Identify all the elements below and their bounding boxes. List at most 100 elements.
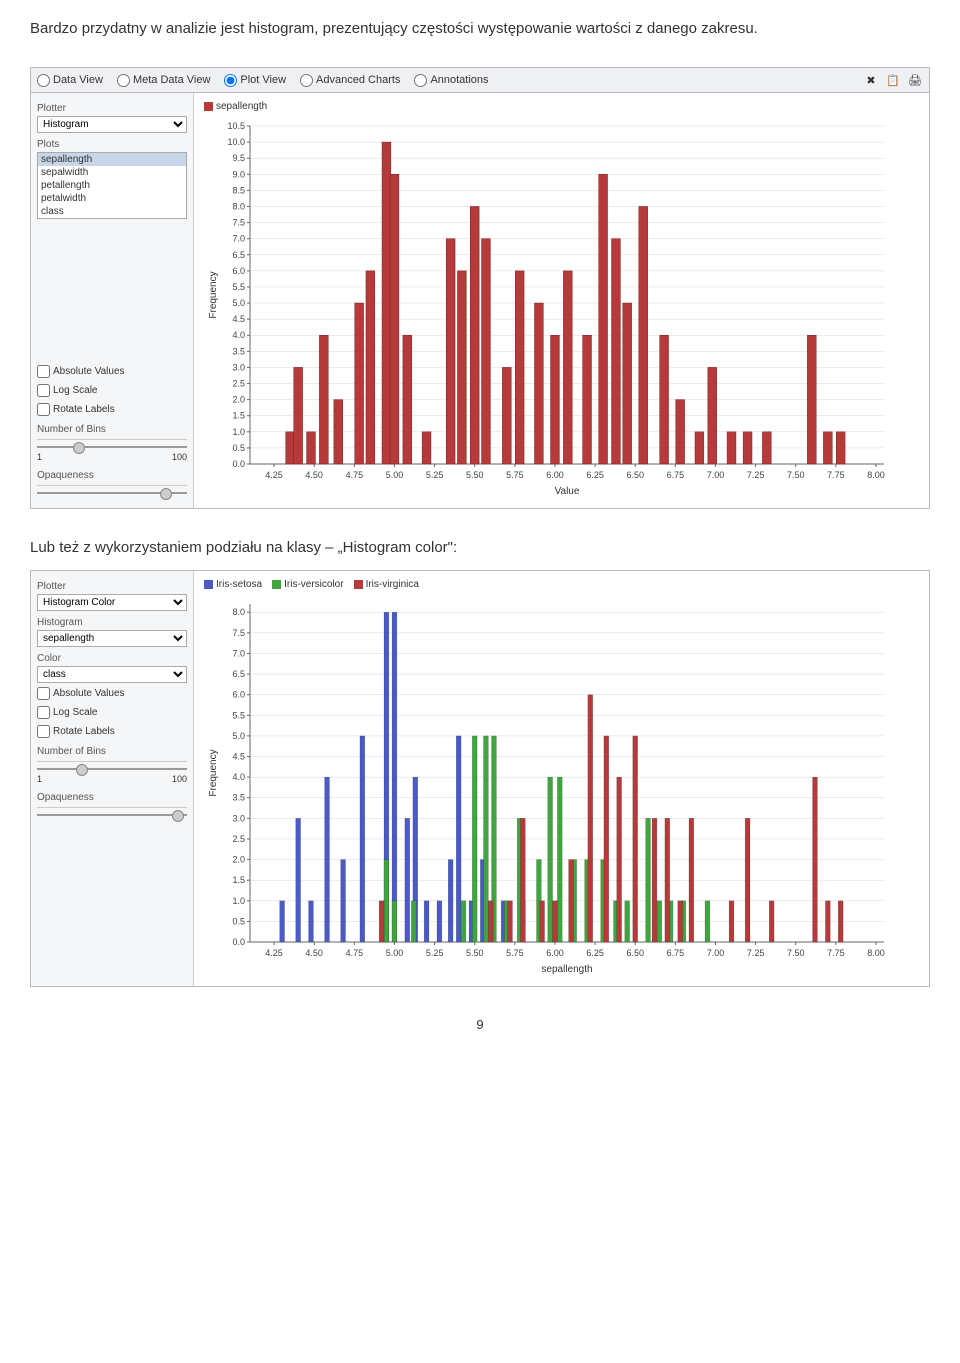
bins-slider[interactable]: 1100 — [37, 761, 187, 784]
sidebar-1: Plotter Histogram Plots sepallength sepa… — [31, 93, 194, 508]
opaqueness-label: Opaqueness — [37, 470, 187, 481]
copy-icon[interactable]: 📋 — [885, 72, 901, 88]
svg-text:6.5: 6.5 — [232, 250, 245, 260]
svg-text:6.50: 6.50 — [626, 470, 644, 480]
print-icon[interactable]: 🖨 — [907, 72, 923, 88]
svg-text:Frequency: Frequency — [208, 749, 219, 796]
svg-text:6.00: 6.00 — [546, 948, 564, 958]
svg-text:7.00: 7.00 — [707, 948, 725, 958]
intro-text: Bardzo przydatny w analizie jest histogr… — [30, 20, 930, 37]
plotter-label: Plotter — [37, 581, 187, 592]
bins-label: Number of Bins — [37, 424, 187, 435]
svg-text:2.5: 2.5 — [232, 379, 245, 389]
svg-text:Frequency: Frequency — [208, 271, 219, 318]
svg-text:6.50: 6.50 — [626, 948, 644, 958]
svg-text:3.0: 3.0 — [232, 813, 245, 823]
svg-text:4.25: 4.25 — [265, 948, 283, 958]
svg-text:5.50: 5.50 — [466, 948, 484, 958]
svg-text:5.00: 5.00 — [386, 948, 404, 958]
rotate-labels-checkbox[interactable]: Rotate Labels — [37, 403, 187, 416]
tab-advanced-charts[interactable]: Advanced Charts — [300, 74, 400, 87]
tab-plot-view[interactable]: Plot View — [224, 74, 286, 87]
svg-text:5.0: 5.0 — [232, 298, 245, 308]
svg-text:8.00: 8.00 — [867, 948, 885, 958]
svg-text:sepallength: sepallength — [541, 964, 592, 975]
svg-text:5.25: 5.25 — [426, 948, 444, 958]
svg-text:4.0: 4.0 — [232, 330, 245, 340]
svg-text:3.5: 3.5 — [232, 793, 245, 803]
svg-text:7.5: 7.5 — [232, 218, 245, 228]
svg-text:4.75: 4.75 — [346, 470, 364, 480]
svg-text:2.0: 2.0 — [232, 855, 245, 865]
absolute-values-checkbox[interactable]: Absolute Values — [37, 365, 187, 378]
svg-text:1.0: 1.0 — [232, 427, 245, 437]
svg-text:9.5: 9.5 — [232, 153, 245, 163]
svg-text:0.0: 0.0 — [232, 937, 245, 947]
svg-text:3.0: 3.0 — [232, 362, 245, 372]
opaqueness-slider[interactable] — [37, 807, 187, 822]
svg-text:4.25: 4.25 — [265, 470, 283, 480]
svg-text:1.0: 1.0 — [232, 896, 245, 906]
plots-label: Plots — [37, 139, 187, 150]
absolute-values-checkbox[interactable]: Absolute Values — [37, 687, 187, 700]
svg-text:7.0: 7.0 — [232, 234, 245, 244]
svg-text:1.5: 1.5 — [232, 875, 245, 885]
svg-text:5.75: 5.75 — [506, 948, 524, 958]
svg-text:4.5: 4.5 — [232, 314, 245, 324]
svg-text:5.00: 5.00 — [386, 470, 404, 480]
list-item: petalwidth — [38, 192, 186, 205]
plots-list[interactable]: sepallength sepalwidth petallength petal… — [37, 152, 187, 219]
svg-text:5.5: 5.5 — [232, 710, 245, 720]
color-select[interactable]: class — [37, 666, 187, 683]
svg-text:0.5: 0.5 — [232, 916, 245, 926]
histogram-chart-2: 0.00.51.01.52.02.53.03.54.04.55.05.56.06… — [204, 596, 894, 976]
svg-text:5.50: 5.50 — [466, 470, 484, 480]
svg-text:7.00: 7.00 — [707, 470, 725, 480]
svg-text:5.25: 5.25 — [426, 470, 444, 480]
close-icon[interactable]: ✖ — [863, 72, 879, 88]
plotter-select[interactable]: Histogram Color — [37, 594, 187, 611]
svg-text:4.75: 4.75 — [346, 948, 364, 958]
svg-text:7.75: 7.75 — [827, 470, 845, 480]
svg-text:5.75: 5.75 — [506, 470, 524, 480]
histogram-label: Histogram — [37, 617, 187, 628]
opaqueness-label: Opaqueness — [37, 792, 187, 803]
list-item: petallength — [38, 179, 186, 192]
svg-text:6.75: 6.75 — [667, 470, 685, 480]
tab-meta-data-view[interactable]: Meta Data View — [117, 74, 210, 87]
svg-text:9.0: 9.0 — [232, 169, 245, 179]
svg-text:6.00: 6.00 — [546, 470, 564, 480]
svg-text:6.25: 6.25 — [586, 470, 604, 480]
tab-data-view[interactable]: Data View — [37, 74, 103, 87]
svg-text:7.5: 7.5 — [232, 628, 245, 638]
histogram-select[interactable]: sepallength — [37, 630, 187, 647]
rotate-labels-checkbox[interactable]: Rotate Labels — [37, 725, 187, 738]
svg-text:10.5: 10.5 — [227, 121, 245, 131]
svg-text:3.5: 3.5 — [232, 346, 245, 356]
svg-text:7.25: 7.25 — [747, 470, 765, 480]
svg-text:10.0: 10.0 — [227, 137, 245, 147]
color-label: Color — [37, 653, 187, 664]
log-scale-checkbox[interactable]: Log Scale — [37, 706, 187, 719]
page-number: 9 — [30, 1017, 930, 1032]
tab-annotations[interactable]: Annotations — [414, 74, 488, 87]
svg-text:0.5: 0.5 — [232, 443, 245, 453]
svg-text:6.0: 6.0 — [232, 266, 245, 276]
plotter-label: Plotter — [37, 103, 187, 114]
svg-text:4.0: 4.0 — [232, 772, 245, 782]
svg-text:8.5: 8.5 — [232, 185, 245, 195]
svg-text:1.5: 1.5 — [232, 411, 245, 421]
svg-text:Value: Value — [555, 486, 580, 497]
legend-1: sepallength — [204, 101, 919, 114]
list-item: class — [38, 205, 186, 218]
svg-text:2.0: 2.0 — [232, 395, 245, 405]
plotter-select[interactable]: Histogram — [37, 116, 187, 133]
svg-text:7.75: 7.75 — [827, 948, 845, 958]
svg-text:6.5: 6.5 — [232, 669, 245, 679]
screenshot-2: Plotter Histogram Color Histogram sepall… — [30, 570, 930, 987]
svg-text:6.75: 6.75 — [667, 948, 685, 958]
log-scale-checkbox[interactable]: Log Scale — [37, 384, 187, 397]
svg-text:8.0: 8.0 — [232, 201, 245, 211]
opaqueness-slider[interactable] — [37, 485, 187, 500]
bins-slider[interactable]: 1100 — [37, 439, 187, 462]
